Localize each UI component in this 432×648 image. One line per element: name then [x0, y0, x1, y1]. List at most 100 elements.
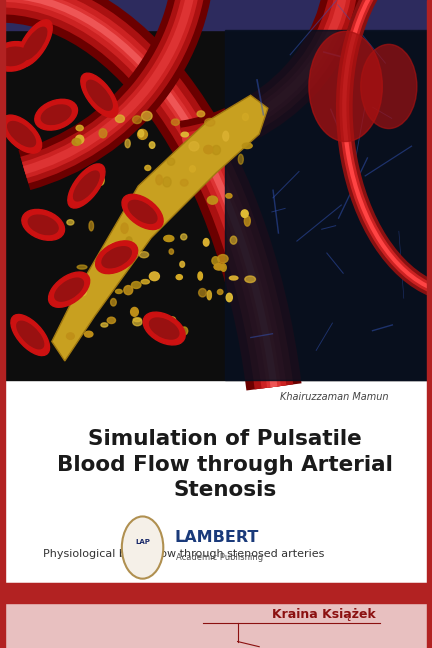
Ellipse shape — [214, 264, 224, 270]
Ellipse shape — [111, 299, 116, 306]
Ellipse shape — [145, 165, 151, 170]
Ellipse shape — [85, 331, 93, 337]
Ellipse shape — [8, 122, 35, 146]
Ellipse shape — [86, 80, 112, 110]
Ellipse shape — [149, 272, 159, 281]
Text: Physiological blood flow through stenosed arteries: Physiological blood flow through stenose… — [43, 549, 324, 559]
Ellipse shape — [218, 255, 228, 263]
Ellipse shape — [203, 238, 209, 246]
Bar — [225, 30, 432, 380]
Ellipse shape — [207, 290, 211, 300]
Ellipse shape — [115, 115, 124, 122]
Ellipse shape — [242, 113, 248, 121]
Ellipse shape — [169, 317, 175, 323]
Ellipse shape — [67, 220, 74, 225]
Ellipse shape — [125, 139, 130, 148]
Ellipse shape — [78, 290, 86, 296]
Ellipse shape — [17, 20, 52, 67]
Ellipse shape — [133, 318, 141, 321]
Circle shape — [361, 44, 417, 128]
Text: Kraina Książek: Kraina Książek — [272, 608, 376, 621]
Ellipse shape — [205, 119, 215, 126]
Ellipse shape — [190, 166, 195, 172]
Ellipse shape — [22, 27, 47, 60]
Text: Simulation of Pulsatile
Blood Flow through Arterial
Stenosis: Simulation of Pulsatile Blood Flow throu… — [57, 429, 393, 500]
Ellipse shape — [125, 246, 131, 255]
Ellipse shape — [0, 41, 35, 71]
Ellipse shape — [221, 264, 226, 272]
Text: Khairuzzaman Mamun: Khairuzzaman Mamun — [280, 392, 389, 402]
Ellipse shape — [108, 262, 117, 270]
Ellipse shape — [101, 323, 108, 327]
Ellipse shape — [180, 179, 188, 186]
Ellipse shape — [180, 261, 184, 267]
Ellipse shape — [245, 216, 250, 226]
Ellipse shape — [75, 198, 80, 202]
Ellipse shape — [0, 47, 28, 65]
Ellipse shape — [102, 247, 131, 268]
Ellipse shape — [35, 99, 77, 130]
Ellipse shape — [141, 279, 149, 284]
Ellipse shape — [199, 288, 206, 297]
Ellipse shape — [162, 318, 171, 323]
Bar — [0, 583, 432, 648]
Ellipse shape — [181, 234, 187, 240]
Ellipse shape — [212, 257, 219, 265]
Bar — [0, 30, 432, 380]
Text: LAP: LAP — [135, 539, 150, 546]
Ellipse shape — [207, 196, 218, 204]
Ellipse shape — [241, 210, 248, 218]
Ellipse shape — [89, 221, 94, 231]
Ellipse shape — [149, 142, 155, 148]
Ellipse shape — [41, 105, 71, 124]
Ellipse shape — [226, 294, 232, 302]
Ellipse shape — [163, 177, 171, 187]
Ellipse shape — [97, 176, 104, 185]
Ellipse shape — [55, 278, 83, 301]
Ellipse shape — [197, 111, 205, 117]
Ellipse shape — [68, 164, 105, 208]
Ellipse shape — [172, 119, 179, 125]
Ellipse shape — [77, 265, 87, 269]
Bar — [0, 0, 5, 648]
Ellipse shape — [133, 318, 142, 326]
Ellipse shape — [139, 251, 149, 258]
Bar — [0, 583, 432, 603]
Ellipse shape — [72, 139, 81, 145]
Ellipse shape — [28, 215, 58, 235]
Ellipse shape — [138, 130, 147, 139]
Bar — [427, 0, 432, 648]
Ellipse shape — [229, 276, 238, 280]
Ellipse shape — [181, 132, 188, 137]
Ellipse shape — [167, 158, 175, 165]
Ellipse shape — [95, 241, 138, 273]
Ellipse shape — [133, 116, 142, 124]
Ellipse shape — [143, 312, 185, 345]
Ellipse shape — [81, 73, 118, 117]
Ellipse shape — [121, 223, 128, 233]
Ellipse shape — [22, 209, 64, 240]
Ellipse shape — [48, 272, 90, 307]
Ellipse shape — [189, 142, 199, 151]
Polygon shape — [52, 95, 268, 361]
Ellipse shape — [242, 143, 252, 148]
Ellipse shape — [142, 111, 152, 121]
Ellipse shape — [11, 314, 50, 356]
Ellipse shape — [76, 135, 84, 144]
Ellipse shape — [198, 272, 203, 280]
Ellipse shape — [2, 115, 41, 153]
Ellipse shape — [164, 235, 174, 242]
Ellipse shape — [181, 327, 188, 335]
Ellipse shape — [76, 125, 83, 131]
Ellipse shape — [217, 290, 223, 294]
Ellipse shape — [245, 276, 255, 283]
Ellipse shape — [99, 129, 107, 138]
Ellipse shape — [156, 175, 162, 185]
Ellipse shape — [115, 290, 122, 294]
Ellipse shape — [130, 307, 138, 316]
Ellipse shape — [109, 257, 119, 260]
Ellipse shape — [238, 154, 243, 164]
Ellipse shape — [131, 281, 141, 288]
Ellipse shape — [226, 194, 232, 198]
Ellipse shape — [124, 286, 133, 295]
